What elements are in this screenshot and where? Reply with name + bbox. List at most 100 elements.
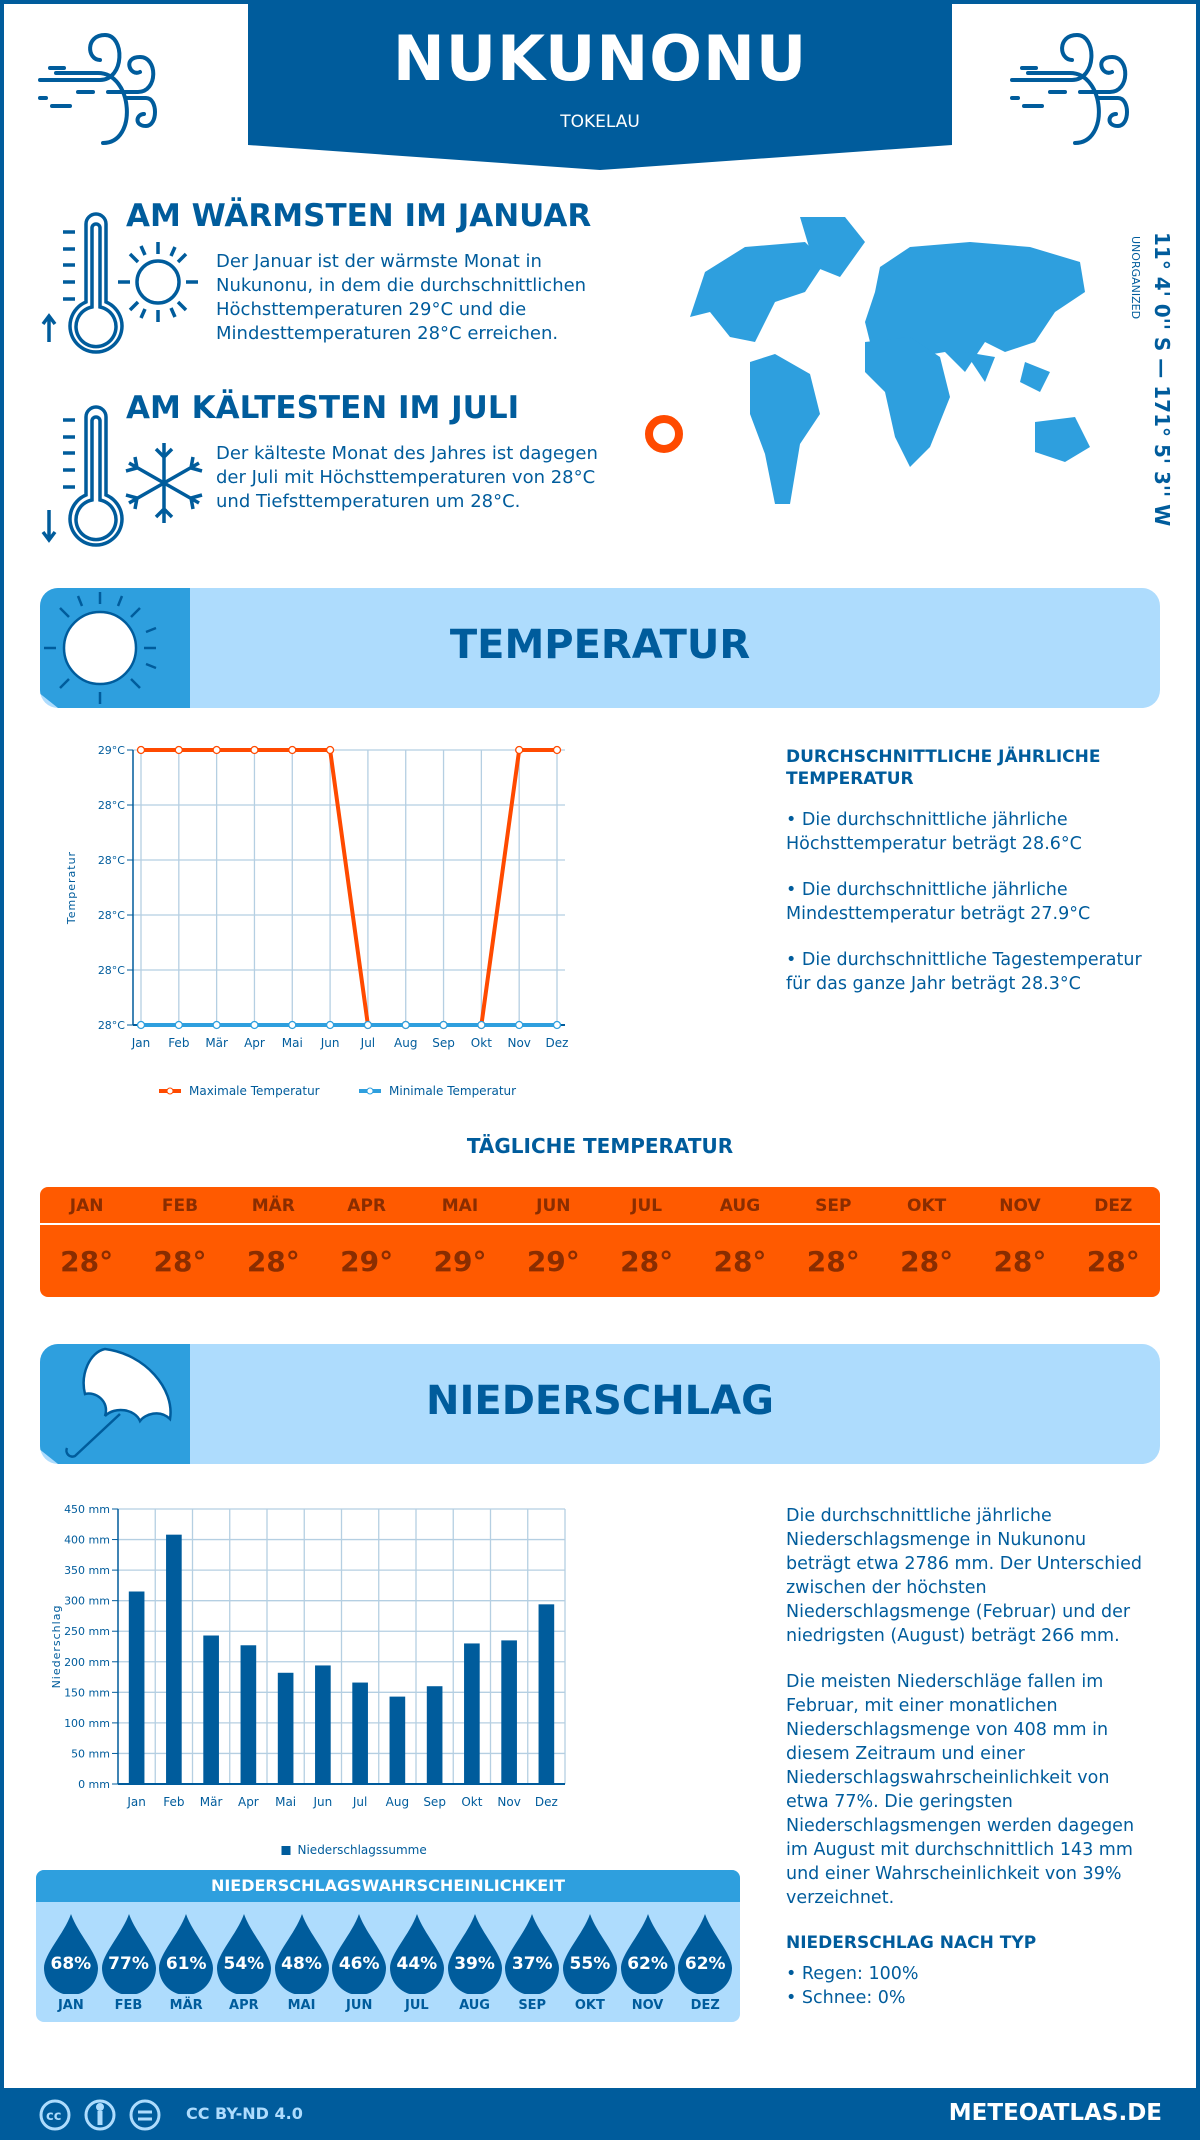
probability-drop: 77% FEB xyxy=(100,1902,158,2020)
y-tick-label: 28°C xyxy=(98,1019,125,1032)
daily-month: SEP xyxy=(815,1196,852,1216)
probability-month: MÄR xyxy=(169,1998,203,2013)
probability-month: AUG xyxy=(459,1998,490,2013)
daily-month: MAI xyxy=(441,1196,479,1216)
precip-bar xyxy=(166,1534,182,1784)
probability-month: JUN xyxy=(346,1998,373,2013)
precip-bar xyxy=(501,1640,517,1784)
daily-value: 28° xyxy=(153,1245,207,1278)
probability-drop: 39% AUG xyxy=(446,1902,504,2020)
daily-value: 28° xyxy=(1086,1245,1140,1278)
probability-drop: 62% DEZ xyxy=(676,1902,734,2020)
data-point xyxy=(136,745,146,755)
raindrop-icon xyxy=(562,1914,617,1994)
data-point xyxy=(515,745,524,755)
probability-value: 39% xyxy=(454,1954,495,1974)
precip-type-rain: • Regen: 100% xyxy=(786,1964,919,1984)
page-title: NUKUNONU xyxy=(392,22,808,95)
data-point xyxy=(401,1020,410,1030)
probability-month: FEB xyxy=(114,1998,143,2013)
precip-bar xyxy=(277,1672,294,1784)
x-tick-label: Mai xyxy=(282,1036,303,1050)
probability-month: JAN xyxy=(57,1998,84,2013)
data-point xyxy=(288,1020,297,1030)
data-point xyxy=(363,1020,373,1030)
data-point xyxy=(212,745,221,755)
daily-month: JUL xyxy=(631,1196,663,1216)
cc-license-icons[interactable]: cc xyxy=(38,2098,178,2132)
data-point xyxy=(552,1020,562,1030)
raindrop-icon xyxy=(332,1914,387,1994)
probability-month: APR xyxy=(229,1998,259,2013)
y-axis-label: Temperatur xyxy=(65,851,78,925)
thermometer-cold-icon xyxy=(41,405,203,547)
site-name[interactable]: METEOATLAS.DE xyxy=(948,2100,1162,2126)
footer: cc CC BY-ND 4.0 METEOATLAS.DE xyxy=(0,2088,1200,2140)
probability-drop: 44% JUL xyxy=(388,1902,446,2020)
x-tick-label: Nov xyxy=(497,1795,520,1809)
wind-icon xyxy=(38,32,157,145)
probability-drop: 62% NOV xyxy=(619,1902,677,2020)
precip-text-1: Die durchschnittliche jährliche Niedersc… xyxy=(786,1506,1143,1646)
umbrella-icon xyxy=(65,1347,172,1458)
y-tick-label: 28°C xyxy=(98,964,125,977)
x-tick-label: Aug xyxy=(394,1036,417,1050)
precip-bar xyxy=(128,1591,145,1784)
daily-month: JUN xyxy=(536,1196,571,1216)
y-tick-label: 28°C xyxy=(98,909,125,922)
raindrop-icon xyxy=(447,1914,502,1994)
y-tick-label: 400 mm xyxy=(64,1534,110,1547)
probability-month: MAI xyxy=(287,1998,316,2013)
probability-value: 61% xyxy=(165,1954,207,1974)
page-subtitle: TOKELAU xyxy=(560,112,640,132)
probability-value: 54% xyxy=(223,1954,265,1974)
data-point xyxy=(288,745,297,755)
x-tick-label: Jan xyxy=(131,1036,151,1050)
daily-value: 28° xyxy=(246,1245,300,1278)
daily-month: OKT xyxy=(907,1196,947,1216)
raindrop-icon xyxy=(101,1914,156,1994)
probability-drop: 48% MAI xyxy=(273,1902,331,2020)
legend-label: Niederschlagssumme xyxy=(298,1843,427,1857)
raindrop-icon xyxy=(274,1914,329,1994)
legend-label: Minimale Temperatur xyxy=(389,1084,516,1098)
data-point xyxy=(174,745,183,755)
data-point xyxy=(250,1020,259,1030)
data-point xyxy=(439,1020,448,1030)
daily-value: 28° xyxy=(993,1245,1047,1278)
probability-value: 37% xyxy=(511,1954,553,1974)
precip-type-snow: • Schnee: 0% xyxy=(786,1988,906,2008)
precip-bar xyxy=(426,1686,443,1784)
daily-month: MÄR xyxy=(251,1196,295,1216)
warmest-text: Der Januar ist der wärmste Monat in Nuku… xyxy=(216,251,587,344)
y-tick-label: 28°C xyxy=(98,799,125,812)
daily-value: 28° xyxy=(806,1245,860,1278)
daily-value: 28° xyxy=(713,1245,767,1278)
y-tick-label: 300 mm xyxy=(64,1595,110,1608)
probability-drop: 54% APR xyxy=(215,1902,273,2020)
probability-value: 68% xyxy=(50,1954,92,1974)
data-point xyxy=(477,1020,486,1030)
precip-bar xyxy=(389,1696,406,1784)
x-tick-label: Okt xyxy=(471,1036,492,1050)
probability-month: OKT xyxy=(574,1998,605,2013)
series-line xyxy=(141,748,557,1027)
coldest-text: Der kälteste Monat des Jahres ist dagege… xyxy=(216,443,598,512)
legend-swatch xyxy=(281,1846,291,1855)
precipitation-title: NIEDERSCHLAG xyxy=(426,1378,774,1424)
x-tick-label: Dez xyxy=(546,1036,569,1050)
temperature-title: TEMPERATUR xyxy=(449,622,751,668)
x-tick-label: Apr xyxy=(238,1795,259,1809)
y-tick-label: 150 mm xyxy=(64,1686,110,1699)
precip-bar xyxy=(352,1682,368,1784)
legend-label: Maximale Temperatur xyxy=(189,1084,320,1098)
coldest-title: AM KÄLTESTEN IM JULI xyxy=(126,390,520,426)
svg-text:cc: cc xyxy=(46,2109,61,2124)
x-tick-label: Jul xyxy=(352,1795,367,1809)
probability-value: 77% xyxy=(108,1954,149,1974)
probability-drop: 37% SEP xyxy=(503,1902,561,2020)
license-text[interactable]: CC BY-ND 4.0 xyxy=(186,2104,303,2123)
x-tick-label: Mai xyxy=(275,1795,296,1809)
sun-icon xyxy=(44,592,157,704)
x-tick-label: Feb xyxy=(168,1036,189,1050)
